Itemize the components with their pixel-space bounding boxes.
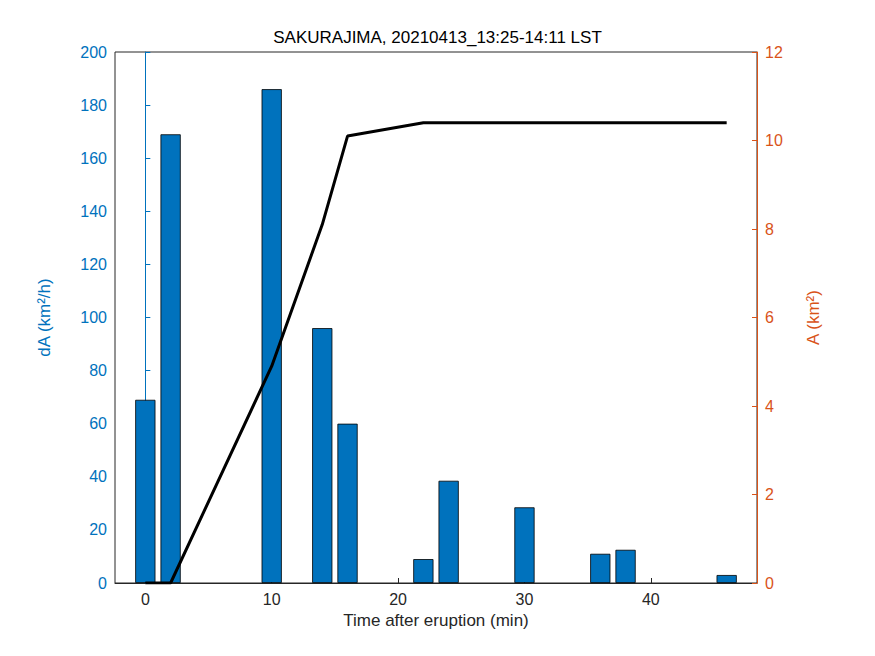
svg-text:2: 2 (765, 486, 774, 503)
svg-text:A (km²): A (km²) (804, 290, 823, 345)
svg-text:140: 140 (80, 203, 107, 220)
svg-text:30: 30 (516, 591, 534, 608)
svg-text:200: 200 (80, 44, 107, 61)
svg-text:40: 40 (89, 468, 107, 485)
svg-text:dA (km²/h): dA (km²/h) (35, 278, 54, 356)
svg-text:10: 10 (263, 591, 281, 608)
svg-text:0: 0 (141, 591, 150, 608)
svg-text:SAKURAJIMA, 20210413_13:25-14:: SAKURAJIMA, 20210413_13:25-14:11 LST (273, 28, 602, 47)
svg-text:180: 180 (80, 97, 107, 114)
svg-text:100: 100 (80, 309, 107, 326)
svg-text:4: 4 (765, 398, 774, 415)
svg-text:160: 160 (80, 150, 107, 167)
svg-text:6: 6 (765, 309, 774, 326)
svg-text:80: 80 (89, 362, 107, 379)
svg-text:120: 120 (80, 256, 107, 273)
svg-text:8: 8 (765, 221, 774, 238)
svg-text:20: 20 (89, 521, 107, 538)
svg-text:20: 20 (389, 591, 407, 608)
svg-text:60: 60 (89, 415, 107, 432)
svg-text:10: 10 (765, 132, 783, 149)
svg-text:0: 0 (765, 575, 774, 592)
svg-text:Time after eruption (min): Time after eruption (min) (343, 611, 528, 630)
svg-text:0: 0 (98, 575, 107, 592)
svg-text:40: 40 (642, 591, 660, 608)
svg-text:12: 12 (765, 44, 783, 61)
